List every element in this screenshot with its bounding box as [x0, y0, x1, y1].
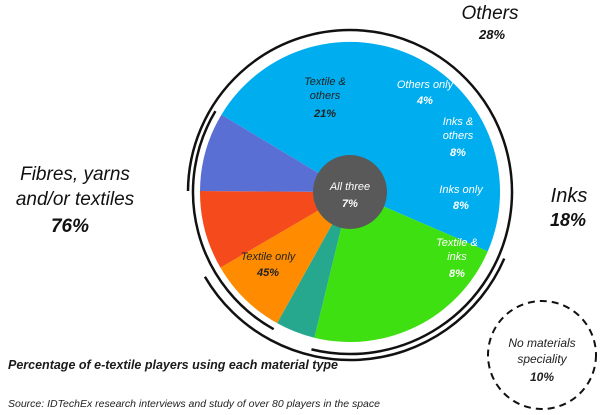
group-label-others: Others — [461, 3, 519, 24]
group-value-others: 28% — [478, 27, 505, 42]
slice-label-inks-others-2: others — [443, 130, 474, 142]
center-circle — [313, 155, 387, 229]
slice-label-inks-only: Inks only — [439, 184, 484, 196]
slice-value-inks-others: 8% — [450, 147, 466, 159]
slice-label-textile-inks-1: Textile & — [436, 237, 478, 249]
pie-slice-others-only — [277, 192, 350, 338]
pie-slice-inks-only — [199, 191, 350, 268]
group-label-inks: Inks — [551, 185, 588, 207]
chart-caption: Percentage of e-textile players using ea… — [8, 358, 338, 372]
pie-slice-textile-others — [314, 192, 488, 342]
no-materials-label-2: speciality — [517, 352, 567, 366]
center-value: 7% — [342, 198, 358, 210]
no-materials-value: 10% — [530, 370, 554, 384]
group-label-fibres-1: Fibres, yarns — [20, 164, 130, 185]
group-arc-others — [203, 258, 506, 362]
slice-label-inks-others-1: Inks & — [443, 116, 474, 128]
slice-label-textile-others-2: others — [310, 90, 341, 102]
pie-slice-textile-only — [221, 41, 501, 252]
slice-value-textile-others: 21% — [313, 108, 336, 120]
slice-value-inks-only: 8% — [453, 200, 469, 212]
group-arcs — [186, 28, 514, 362]
source-note: Source: IDTechEx research interviews and… — [8, 398, 380, 410]
pie-slice-inks-others — [220, 192, 350, 324]
slice-value-textile-inks: 8% — [449, 268, 465, 280]
group-arc-fibres — [186, 28, 514, 356]
no-materials-label-1: No materials — [508, 336, 575, 350]
center-label: All three — [329, 181, 370, 193]
slice-label-textile-others-1: Textile & — [304, 76, 346, 88]
slice-label-textile-inks-2: inks — [447, 251, 467, 263]
pie-slice-textile-inks — [200, 114, 350, 192]
slice-label-textile-only: Textile only — [241, 251, 297, 263]
group-value-inks: 18% — [550, 210, 586, 230]
slice-value-others-only: 4% — [416, 95, 433, 107]
group-label-fibres-2: and/or textiles — [16, 189, 135, 210]
no-materials-circle — [487, 300, 597, 410]
pie-slices — [199, 41, 501, 342]
slice-label-others-only: Others only — [397, 79, 455, 91]
group-value-fibres: 76% — [51, 216, 89, 237]
slice-value-textile-only: 45% — [256, 267, 279, 279]
group-arc-inks — [191, 110, 275, 331]
